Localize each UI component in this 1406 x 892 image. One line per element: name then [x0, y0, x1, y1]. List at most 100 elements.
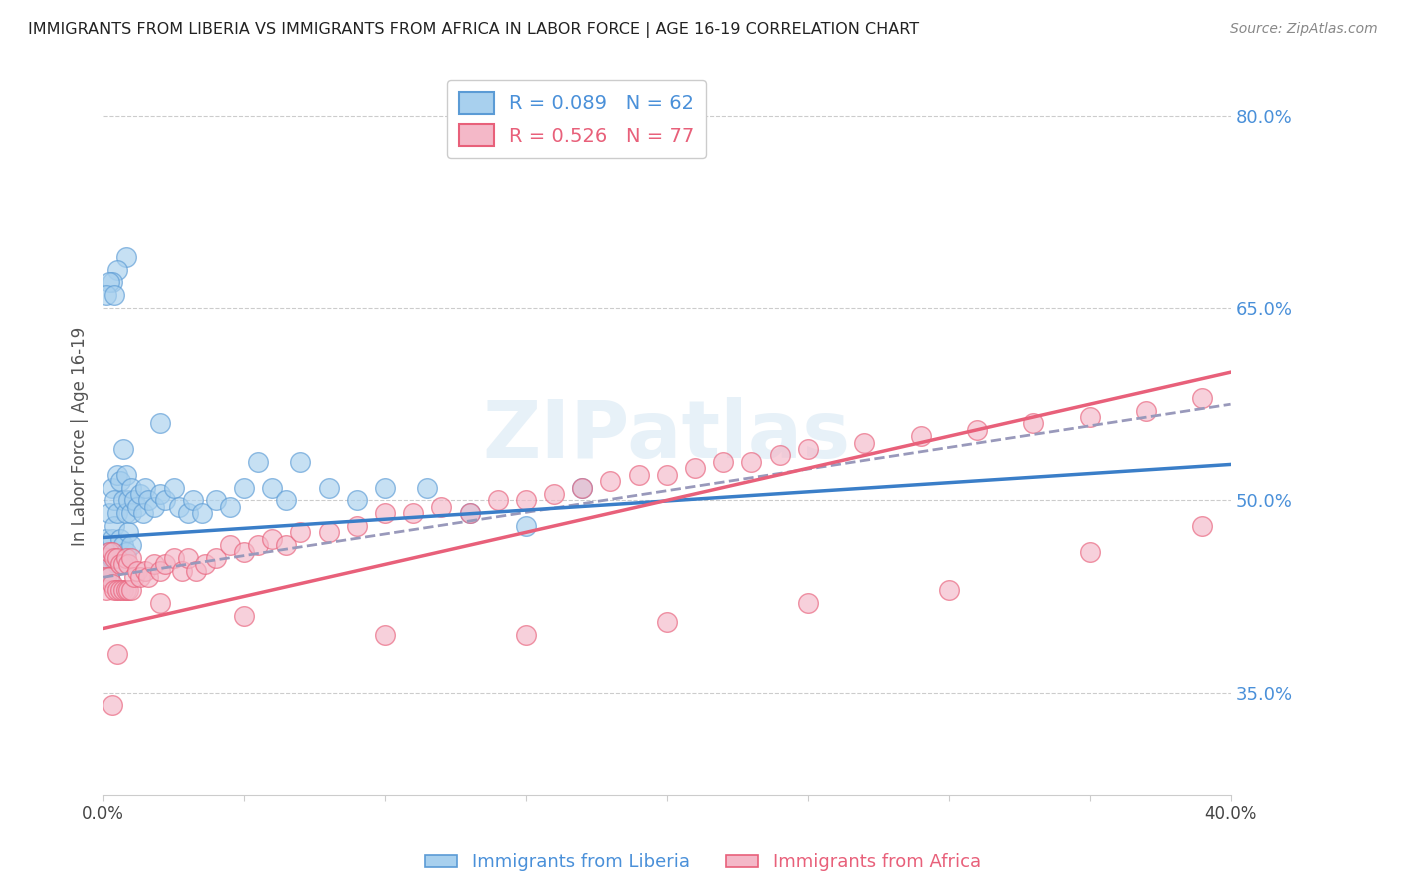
- Point: [167, 500, 190, 514]
- Point: [117, 525, 139, 540]
- Point: [122, 493, 145, 508]
- Point: [108, 558, 131, 572]
- Point: [910, 429, 932, 443]
- Point: [346, 519, 368, 533]
- Point: [191, 506, 214, 520]
- Point: [599, 474, 621, 488]
- Point: [142, 500, 165, 514]
- Point: [655, 615, 678, 629]
- Point: [486, 493, 509, 508]
- Point: [94, 564, 117, 578]
- Point: [114, 467, 136, 482]
- Point: [105, 551, 128, 566]
- Point: [458, 506, 481, 520]
- Point: [100, 576, 122, 591]
- Point: [131, 506, 153, 520]
- Text: Source: ZipAtlas.com: Source: ZipAtlas.com: [1230, 22, 1378, 37]
- Point: [194, 558, 217, 572]
- Point: [94, 551, 117, 566]
- Point: [97, 570, 120, 584]
- Point: [100, 551, 122, 566]
- Point: [125, 500, 148, 514]
- Point: [262, 532, 284, 546]
- Point: [114, 544, 136, 558]
- Point: [853, 435, 876, 450]
- Point: [100, 698, 122, 713]
- Point: [103, 519, 125, 533]
- Point: [938, 582, 960, 597]
- Point: [97, 506, 120, 520]
- Point: [458, 506, 481, 520]
- Point: [120, 582, 142, 597]
- Point: [515, 493, 537, 508]
- Point: [247, 538, 270, 552]
- Point: [108, 474, 131, 488]
- Y-axis label: In Labor Force | Age 16-19: In Labor Force | Age 16-19: [72, 326, 89, 546]
- Point: [97, 570, 120, 584]
- Legend: R = 0.089   N = 62, R = 0.526   N = 77: R = 0.089 N = 62, R = 0.526 N = 77: [447, 80, 706, 158]
- Point: [276, 493, 298, 508]
- Point: [94, 288, 117, 302]
- Point: [1078, 544, 1101, 558]
- Point: [103, 551, 125, 566]
- Point: [97, 544, 120, 558]
- Point: [114, 551, 136, 566]
- Point: [120, 551, 142, 566]
- Point: [105, 647, 128, 661]
- Point: [111, 558, 134, 572]
- Point: [111, 493, 134, 508]
- Point: [105, 262, 128, 277]
- Point: [768, 449, 790, 463]
- Point: [108, 582, 131, 597]
- Point: [114, 582, 136, 597]
- Point: [627, 467, 650, 482]
- Point: [94, 570, 117, 584]
- Point: [148, 596, 170, 610]
- Point: [233, 481, 256, 495]
- Point: [148, 417, 170, 431]
- Point: [219, 538, 242, 552]
- Point: [571, 481, 593, 495]
- Point: [346, 493, 368, 508]
- Point: [100, 544, 122, 558]
- Point: [105, 558, 128, 572]
- Point: [219, 500, 242, 514]
- Point: [100, 532, 122, 546]
- Legend: Immigrants from Liberia, Immigrants from Africa: Immigrants from Liberia, Immigrants from…: [418, 847, 988, 879]
- Point: [515, 519, 537, 533]
- Point: [94, 532, 117, 546]
- Point: [125, 564, 148, 578]
- Point: [233, 608, 256, 623]
- Point: [430, 500, 453, 514]
- Point: [515, 628, 537, 642]
- Point: [136, 570, 159, 584]
- Point: [966, 423, 988, 437]
- Point: [1191, 519, 1213, 533]
- Point: [571, 481, 593, 495]
- Point: [170, 564, 193, 578]
- Point: [114, 250, 136, 264]
- Point: [162, 551, 184, 566]
- Point: [176, 551, 198, 566]
- Point: [186, 564, 208, 578]
- Point: [100, 481, 122, 495]
- Point: [97, 544, 120, 558]
- Point: [128, 487, 150, 501]
- Point: [262, 481, 284, 495]
- Point: [176, 506, 198, 520]
- Point: [111, 538, 134, 552]
- Point: [128, 570, 150, 584]
- Point: [103, 288, 125, 302]
- Point: [153, 493, 176, 508]
- Point: [111, 582, 134, 597]
- Point: [105, 506, 128, 520]
- Point: [740, 455, 762, 469]
- Text: ZIPatlas: ZIPatlas: [482, 397, 851, 475]
- Point: [114, 506, 136, 520]
- Point: [105, 582, 128, 597]
- Point: [153, 558, 176, 572]
- Point: [120, 538, 142, 552]
- Point: [134, 481, 156, 495]
- Point: [797, 442, 820, 456]
- Point: [233, 544, 256, 558]
